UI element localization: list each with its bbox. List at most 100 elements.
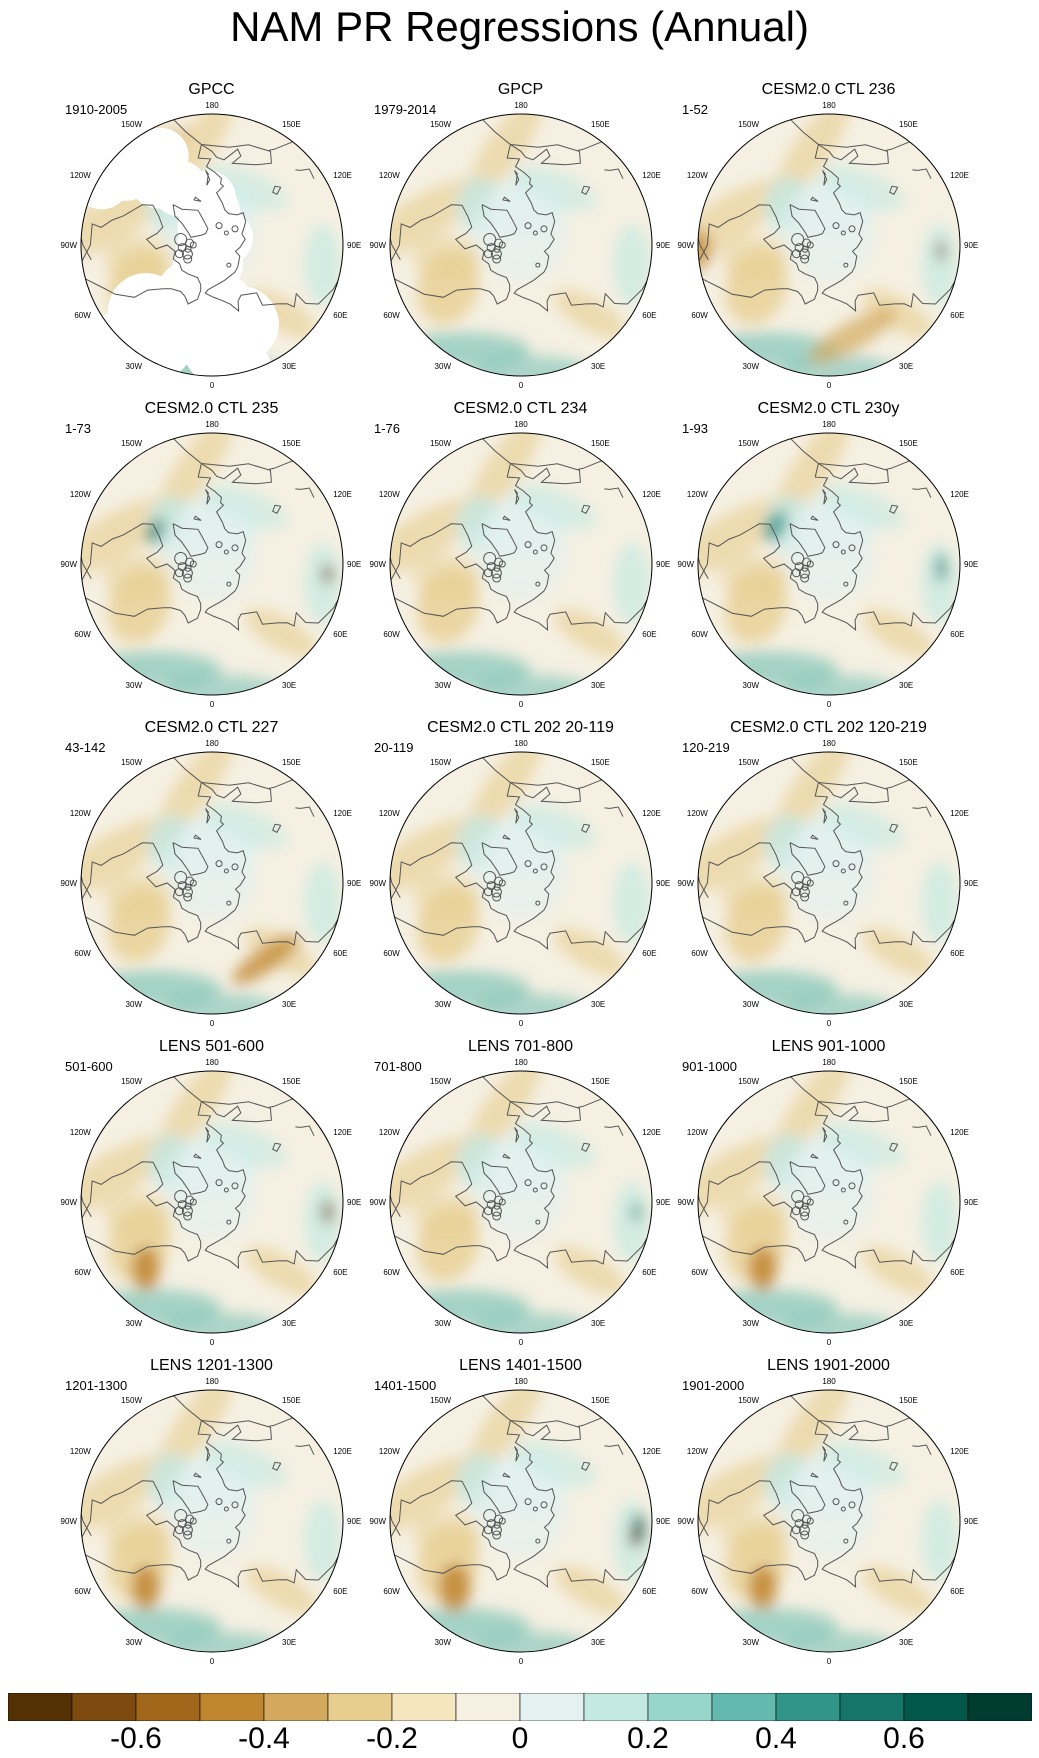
polar-map: 180 150E 120E 90E 60E 30E 0 30W 60W 90W 120W 150W xyxy=(61,420,362,709)
anomaly-contour xyxy=(103,236,174,280)
map-panel: 180 150E 120E 90E 60E 30E 0 30W 60W 90W 120W 150W CE… xyxy=(57,718,366,1038)
anomaly-contour xyxy=(748,1246,777,1291)
longitude-label: 150W xyxy=(121,1077,142,1086)
longitude-label: 30W xyxy=(743,1000,760,1009)
longitude-label: 60E xyxy=(642,949,656,958)
longitude-label: 30E xyxy=(591,1000,605,1009)
coastline xyxy=(604,1125,624,1136)
longitude-label: 120W xyxy=(70,1128,91,1137)
coastline xyxy=(201,782,272,804)
longitude-label: 120W xyxy=(687,809,708,818)
coastline xyxy=(790,438,956,631)
island xyxy=(848,863,856,871)
anomaly-contour xyxy=(862,289,934,339)
anomaly-contour xyxy=(304,543,341,624)
coastline xyxy=(482,119,648,312)
coastline xyxy=(581,185,591,195)
island xyxy=(832,222,840,230)
colorbar-tick-label: -0.2 xyxy=(366,1722,418,1755)
island xyxy=(231,1182,239,1190)
coastline xyxy=(885,141,910,151)
coastline xyxy=(390,237,401,261)
longitude-label: 120W xyxy=(70,171,91,180)
anomaly-contour xyxy=(322,564,333,585)
anomaly-contour xyxy=(390,497,484,578)
coastline xyxy=(698,1480,819,1581)
anomaly-contour xyxy=(131,1246,160,1291)
island xyxy=(806,879,814,887)
anomaly-contour xyxy=(466,1390,542,1476)
coastline xyxy=(205,808,211,824)
island xyxy=(840,549,846,555)
map-border xyxy=(80,751,344,1015)
longitude-label: 60E xyxy=(642,1587,656,1596)
longitude-label: 120W xyxy=(70,809,91,818)
longitude-label: 60E xyxy=(642,1268,656,1277)
anomaly-contour xyxy=(466,752,542,838)
polar-map: 180 150E 120E 90E 60E 30E 0 30W 60W 90W 120W 150W xyxy=(678,1058,979,1347)
anomaly-contour xyxy=(554,1565,626,1615)
coastline xyxy=(698,1194,709,1218)
island xyxy=(498,560,506,568)
anomaly-contour xyxy=(163,993,284,1014)
longitude-label: 90E xyxy=(347,241,361,250)
island xyxy=(840,230,846,236)
coastline xyxy=(390,1480,511,1581)
island xyxy=(843,900,849,906)
longitude-label: 90E xyxy=(347,879,361,888)
longitude-label: 60E xyxy=(333,1587,347,1596)
coastlines xyxy=(390,1395,648,1588)
longitude-label: 120E xyxy=(950,490,969,499)
coastlines xyxy=(390,119,648,312)
longitude-label: 0 xyxy=(519,1338,524,1347)
anomaly-contour xyxy=(232,934,300,985)
island xyxy=(493,1521,501,1529)
longitude-label: 60W xyxy=(691,1587,708,1596)
island xyxy=(791,887,801,897)
anomaly-contour xyxy=(809,307,898,364)
island xyxy=(540,863,548,871)
map-panel: 180 150E 120E 90E 60E 30E 0 30W 60W 90W 120W 150W LE… xyxy=(366,1356,675,1676)
island xyxy=(535,1219,541,1225)
anomaly-contour xyxy=(774,1071,850,1157)
island xyxy=(801,564,809,572)
anomaly-contour xyxy=(613,543,650,624)
panel-period: 120-219 xyxy=(682,740,730,755)
longitude-label: 60E xyxy=(333,1268,347,1277)
island xyxy=(535,262,541,268)
anomaly-contour xyxy=(466,114,542,200)
longitude-label: 120W xyxy=(379,490,400,499)
coastline xyxy=(581,1142,591,1152)
longitude-label: 30W xyxy=(435,1000,452,1009)
anomaly-contour xyxy=(511,484,597,531)
anomaly-contour xyxy=(202,1441,288,1488)
longitude-label: 0 xyxy=(827,700,832,709)
coastline xyxy=(510,1101,581,1123)
colorbar-tick-label: 0.6 xyxy=(883,1722,925,1755)
polar-map: 180 150E 120E 90E 60E 30E 0 30W 60W 90W 120W 150W xyxy=(370,739,671,1028)
anomaly-contour xyxy=(780,1631,901,1652)
island xyxy=(524,860,532,868)
coastlines xyxy=(81,438,339,631)
coastline xyxy=(604,1444,624,1455)
anomaly-contour xyxy=(554,927,626,977)
island xyxy=(848,225,856,233)
anomaly-contour xyxy=(819,803,905,850)
island xyxy=(231,1501,239,1509)
island xyxy=(524,541,532,549)
coastline xyxy=(810,515,819,521)
anomaly-contour xyxy=(774,1390,850,1476)
longitude-label: 120E xyxy=(642,809,661,818)
colorbar-swatch xyxy=(71,1693,137,1721)
colorbar-swatch xyxy=(135,1693,201,1721)
island xyxy=(498,1517,506,1525)
island xyxy=(800,1211,810,1221)
longitude-label: 150W xyxy=(430,1396,451,1405)
longitude-label: 90E xyxy=(964,1198,978,1207)
panel-period: 1-93 xyxy=(682,421,709,436)
longitude-label: 150W xyxy=(430,439,451,448)
anomaly-contour xyxy=(720,1193,791,1237)
polar-map: 180 150E 120E 90E 60E 30E 0 30W 60W 90W 120W 150W xyxy=(370,1377,671,1666)
longitude-label: 90E xyxy=(347,1198,361,1207)
longitude-label: 60W xyxy=(74,949,91,958)
